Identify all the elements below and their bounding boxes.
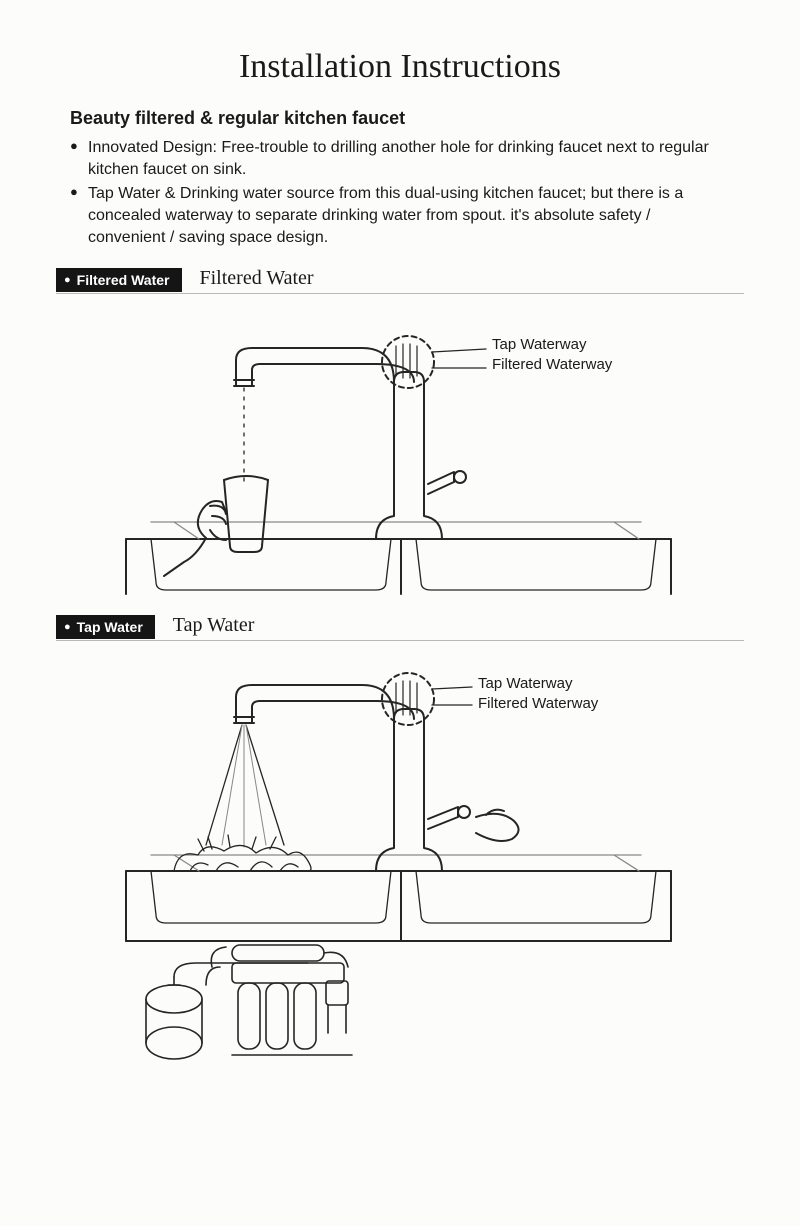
callout-filtered-waterway-1: Filtered Waterway [492, 356, 612, 375]
bullet-2: Tap Water & Drinking water source from t… [70, 183, 730, 249]
callout-tap-waterway-1: Tap Waterway [492, 336, 586, 355]
badge-filtered: Filtered Water [56, 268, 182, 292]
faucet-filtered-svg [56, 294, 746, 604]
page-title: Installation Instructions [56, 48, 744, 86]
faucet-tap-svg [56, 641, 746, 1081]
section-bar-filtered: Filtered Water Filtered Water [56, 267, 744, 294]
bullet-1: Innovated Design: Free-trouble to drilli… [70, 137, 730, 181]
section-bar-tap: Tap Water Tap Water [56, 614, 744, 641]
caption-filtered: Filtered Water [200, 267, 314, 292]
badge-tap: Tap Water [56, 615, 155, 639]
callout-filtered-waterway-2: Filtered Waterway [478, 695, 598, 714]
caption-tap: Tap Water [173, 614, 255, 639]
subhead: Beauty filtered & regular kitchen faucet [70, 108, 730, 129]
callout-tap-waterway-2: Tap Waterway [478, 675, 572, 694]
figure-tap: Tap Waterway Filtered Waterway [56, 641, 744, 1081]
figure-filtered: Tap Waterway Filtered Waterway [56, 294, 744, 604]
feature-bullets: Innovated Design: Free-trouble to drilli… [70, 137, 730, 249]
